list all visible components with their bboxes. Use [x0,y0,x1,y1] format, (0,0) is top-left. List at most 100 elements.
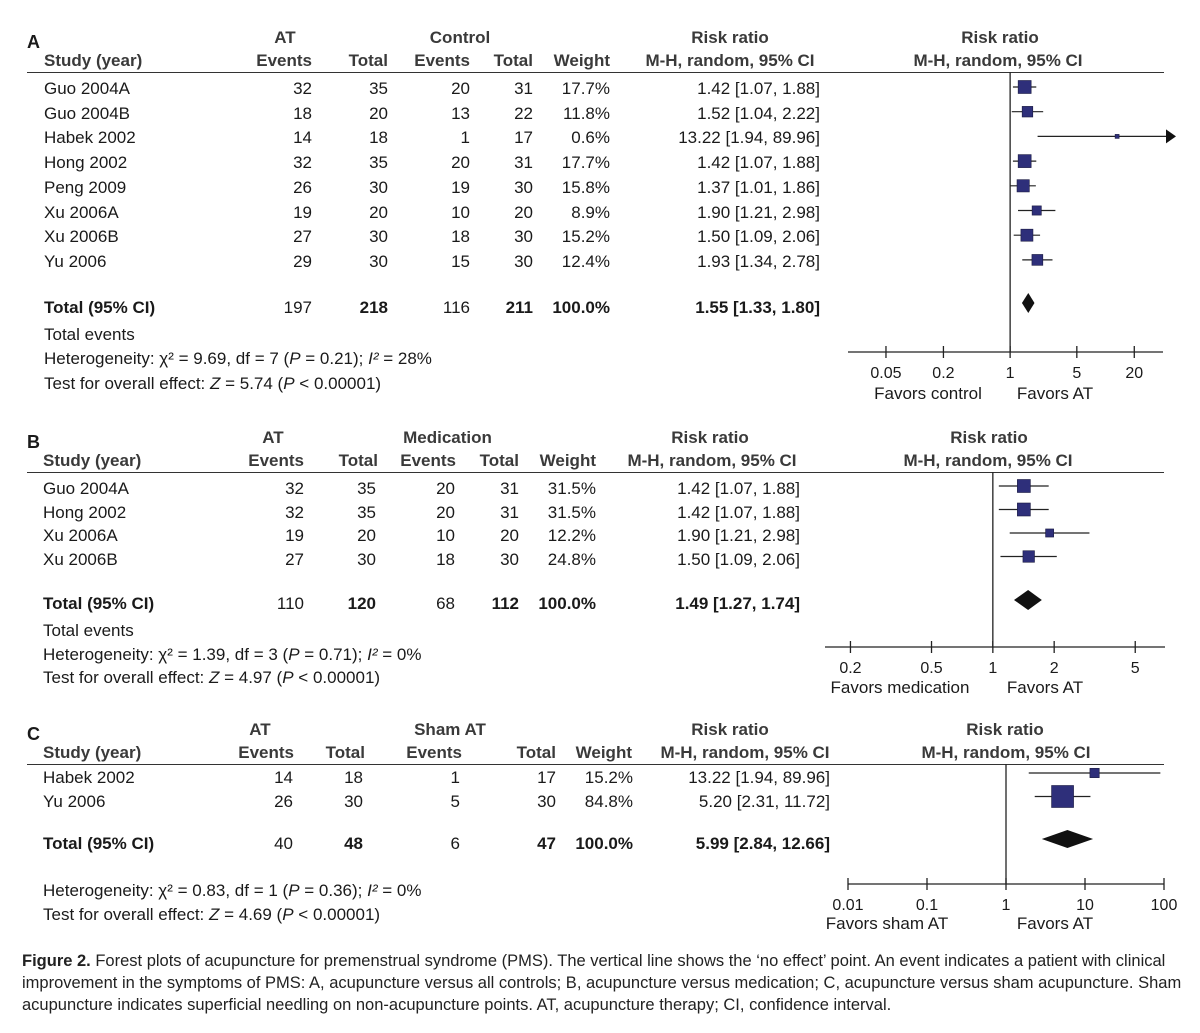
rr-header-bottom: M-H, random, 95% CI [645,51,815,70]
study-risk-ratio: 13.22 [1.94, 89.96] [688,768,830,787]
events-group1: 19 [285,526,304,545]
total-events2: 6 [450,834,460,853]
figure-caption: Figure 2. Forest plots of acupuncture fo… [22,950,1182,1016]
study-point [1020,228,1034,242]
total-group1: 35 [357,502,376,522]
total-events-label: Total events [44,325,135,344]
total2-header: Total [479,451,519,470]
study-risk-ratio: 1.50 [1.09, 2.06] [677,549,800,569]
study-name: Xu 2006A [44,202,119,222]
events-group2: 20 [451,79,470,98]
header-rule [27,764,1164,765]
study-weight: 24.8% [547,549,596,569]
heterogeneity: Heterogeneity: χ² = 9.69, df = 7 (P = 0.… [44,349,432,368]
total-group2: 30 [514,227,533,247]
study-name: Yu 2006 [44,251,107,271]
study-point [1017,154,1032,168]
total-group2: 30 [514,251,533,271]
study-name: Habek 2002 [44,128,136,148]
events-group1: 32 [293,153,312,173]
study-risk-ratio: 1.50 [1.09, 2.06] [697,227,820,247]
study-header: Study (year) [43,743,142,762]
study-weight: 12.2% [547,526,596,545]
study-risk-ratio: 1.90 [1.21, 2.98] [677,526,800,545]
events-group1: 32 [293,79,312,98]
forest-header-bottom: M-H, random, 95% CI [913,51,1083,70]
total-group1: 30 [369,177,388,197]
caption-label: Figure 2. [22,952,91,970]
events2-header: Events [414,51,470,70]
study-name: Hong 2002 [44,153,128,173]
favors-left: Favors sham AT [825,914,949,933]
events-group2: 1 [450,768,460,787]
study-weight: 15.8% [561,177,610,197]
ci-arrow [1166,129,1176,144]
study-weight: 31.5% [547,479,596,498]
pooled-diamond [1013,590,1042,610]
events-group1: 32 [285,502,304,522]
study-risk-ratio: 1.42 [1.07, 1.88] [677,502,800,522]
caption-text: Forest plots of acupuncture for premenst… [22,952,1182,1014]
study-point [1031,254,1044,266]
forest-plot-a: 0.05 0.2 1 5 20 [848,72,1176,382]
forest-header-top: Risk ratio [966,720,1044,739]
study-header: Study (year) [44,51,143,70]
group2-label: Sham AT [414,720,486,739]
pooled-diamond [1041,830,1094,848]
forest-header-bottom: M-H, random, 95% CI [903,451,1073,470]
overall-effect: Test for overall effect: Z = 4.69 (P < 0… [43,905,381,924]
panel-letter: B [27,432,40,452]
group1-label: AT [274,28,296,47]
x-tick-label: 1 [1006,365,1015,382]
study-weight: 8.9% [571,202,610,222]
study-point [1021,106,1034,118]
study-weight: 15.2% [584,768,633,787]
study-risk-ratio: 1.42 [1.07, 1.88] [697,79,820,98]
x-tick-label: 0.05 [870,365,901,382]
total-group2: 30 [500,549,519,569]
events-group1: 14 [274,768,293,787]
total-group2: 31 [514,153,533,173]
study-header: Study (year) [43,451,142,470]
study-point [1051,785,1074,808]
study-weight: 12.4% [561,251,610,271]
x-tick-label: 100 [1151,897,1178,914]
rr-header-bottom: M-H, random, 95% CI [660,743,830,762]
favors-left: Favors medication [830,678,970,697]
events-group1: 27 [285,549,304,569]
study-weight: 0.6% [571,128,610,148]
events-group2: 20 [436,479,455,498]
study-weight: 31.5% [547,502,596,522]
total-group2: 20 [514,202,533,222]
study-name: Hong 2002 [43,502,127,522]
total1-header: Total [348,51,388,70]
overall-effect: Test for overall effect: Z = 5.74 (P < 0… [44,374,382,393]
total-group2: 31 [500,502,519,522]
total-group2: 30 [537,791,556,811]
study-risk-ratio: 1.93 [1.34, 2.78] [697,251,820,271]
events-group2: 1 [460,128,470,148]
rr-header-top: Risk ratio [671,428,749,447]
events-group1: 26 [274,791,293,811]
study-weight: 11.8% [563,103,610,123]
total-group2: 30 [514,177,533,197]
total-group1: 20 [369,202,388,222]
total-group2: 17 [537,768,556,787]
heterogeneity: Heterogeneity: χ² = 0.83, df = 1 (P = 0.… [43,881,422,900]
forest-header-bottom: M-H, random, 95% CI [921,743,1091,762]
events-group2: 10 [451,202,470,222]
group2-label: Medication [403,428,492,447]
events-group1: 29 [293,251,312,271]
total1-header: Total [338,451,378,470]
total-group1: 30 [369,251,388,271]
total-group1: 35 [369,153,388,173]
rr-header-bottom: M-H, random, 95% CI [627,451,797,470]
total-ci: 1.55 [1.33, 1.80] [695,298,820,317]
header-rule [27,72,1164,73]
events-group1: 19 [293,202,312,222]
forest-plot-c: 0.01 0.1 1 10 100 [832,764,1178,914]
favors-right: Favors AT [1006,678,1084,697]
events-group1: 18 [293,103,312,123]
study-point [1022,550,1035,563]
total-weight: 100.0% [552,298,610,317]
